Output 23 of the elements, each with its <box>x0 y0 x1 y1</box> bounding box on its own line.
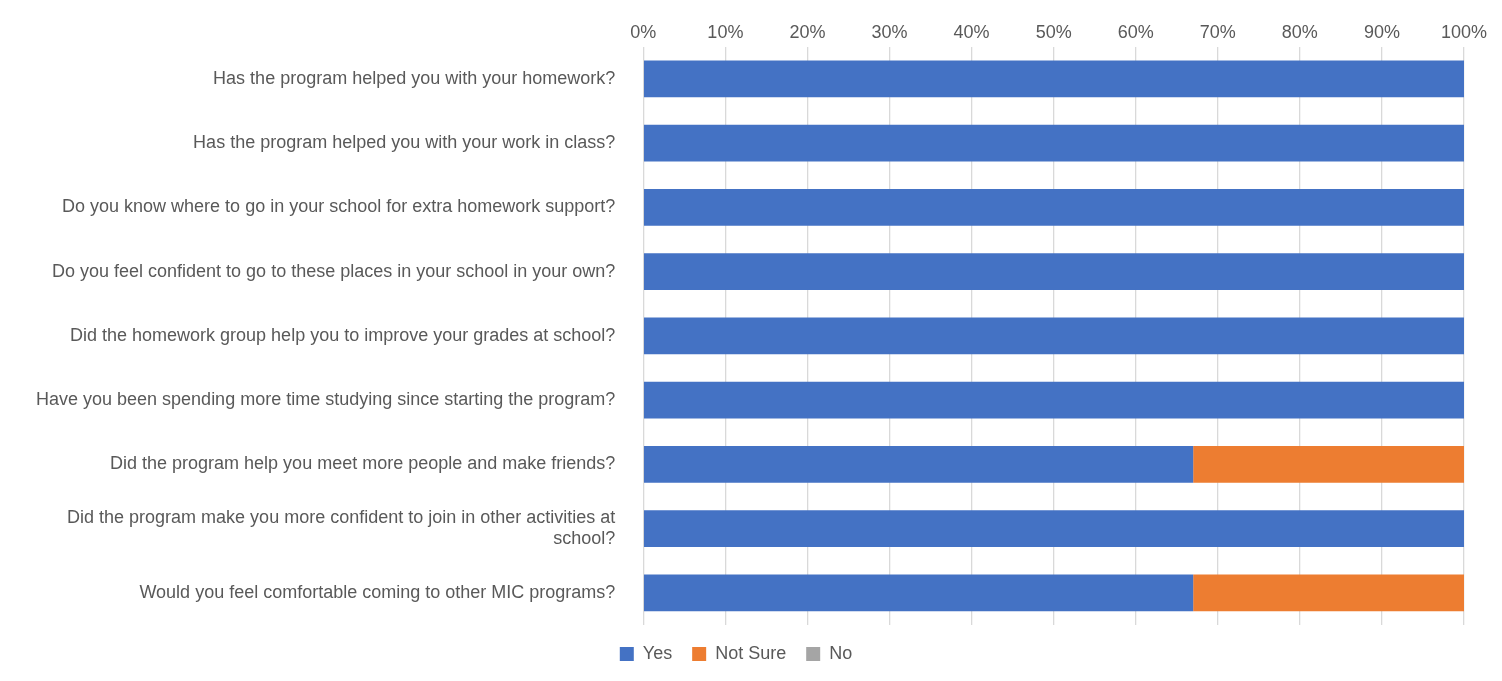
x-tick-label: 40% <box>953 21 990 42</box>
x-tick-label: 30% <box>871 21 908 42</box>
y-tick-label: Do you know where to go in your school for extra homework support? <box>62 196 616 217</box>
x-tick-label: 50% <box>1035 21 1072 42</box>
x-tick-label: 0% <box>630 21 657 42</box>
y-tick-label: Have you been spending more time studying since starting the program? <box>35 389 616 410</box>
y-tick-label: Did the program make you more confident to join in other activities at school? <box>67 506 616 549</box>
x-tick-label: 70% <box>1199 21 1236 42</box>
legend-label: No <box>829 642 853 663</box>
legend-label: Yes <box>642 642 673 663</box>
x-tick-label: 90% <box>1363 21 1400 42</box>
y-tick-label: Did the homework group help you to improve your grades at school? <box>70 324 616 345</box>
y-tick-label: Did the program help you meet more people and make friends? <box>110 453 616 474</box>
x-tick-label: 80% <box>1281 21 1318 42</box>
y-tick-label: Would you feel comfortable coming to other MIC programs? <box>139 581 616 602</box>
x-tick-label: 20% <box>789 21 826 42</box>
x-tick-label: 60% <box>1117 21 1154 42</box>
x-tick-label: 100% <box>1440 21 1488 42</box>
y-tick-label: Do you feel confident to go to these places in your school in your own? <box>51 260 616 281</box>
legend-label: Not Sure <box>715 642 787 663</box>
y-tick-label: Has the program helped you with your work in class? <box>193 132 616 153</box>
x-tick-label: 10% <box>707 21 744 42</box>
y-tick-label: Has the program helped you with your homework? <box>213 67 616 88</box>
